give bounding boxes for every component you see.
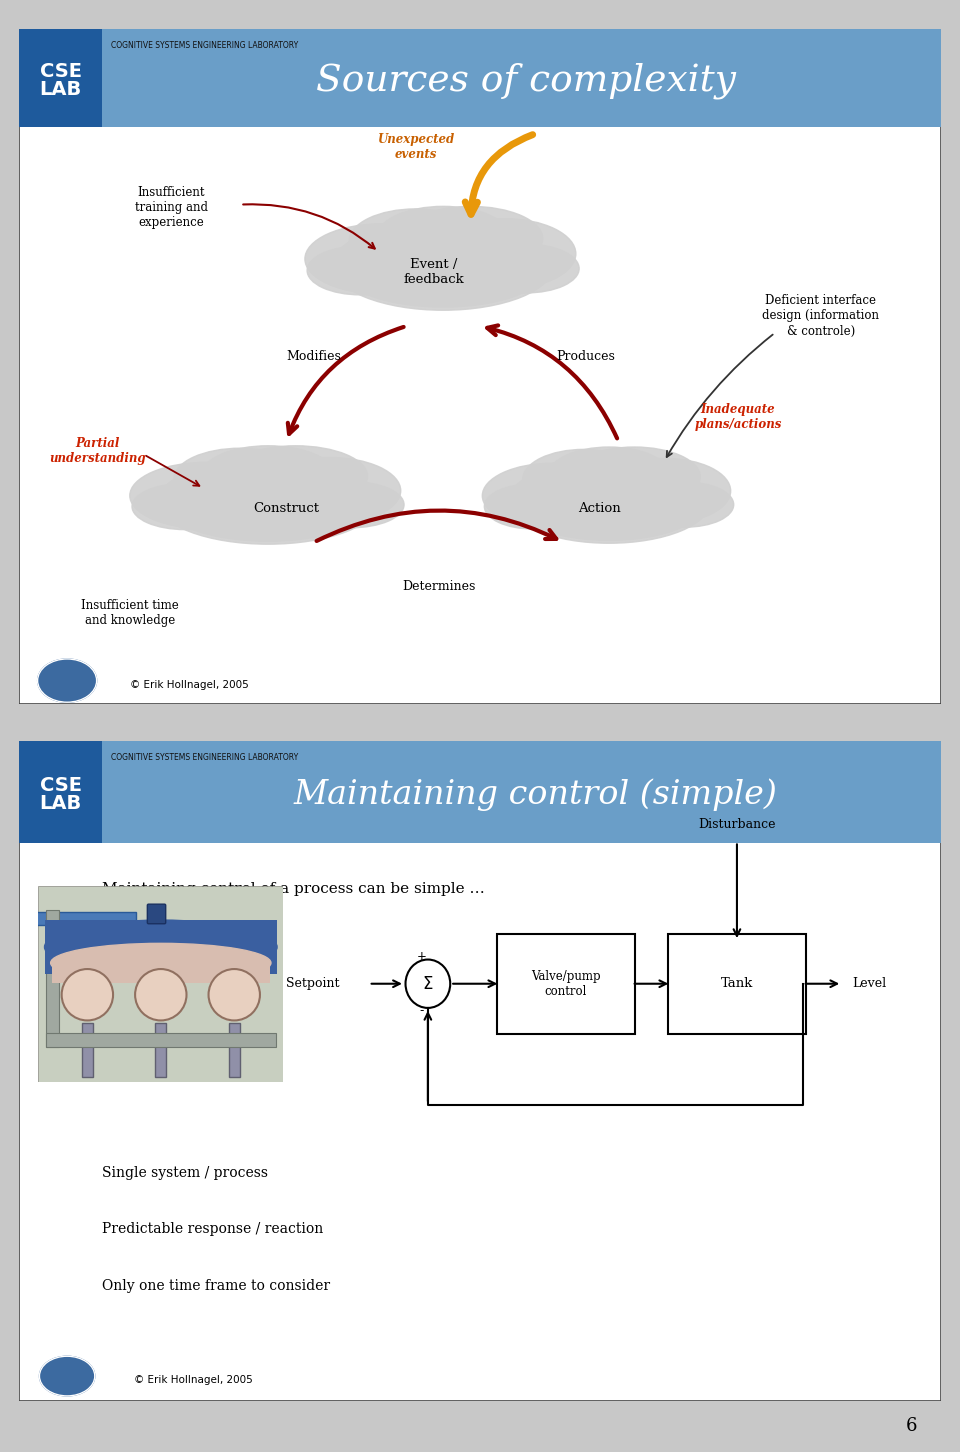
Text: Setpoint: Setpoint xyxy=(286,977,340,990)
FancyBboxPatch shape xyxy=(19,29,102,126)
Text: CSE
LAB: CSE LAB xyxy=(39,62,82,99)
Ellipse shape xyxy=(523,449,644,508)
Text: Tank: Tank xyxy=(721,977,754,990)
FancyBboxPatch shape xyxy=(19,741,102,844)
Text: Action: Action xyxy=(579,502,621,515)
Ellipse shape xyxy=(307,245,413,295)
Ellipse shape xyxy=(399,206,542,270)
Ellipse shape xyxy=(157,459,378,544)
Text: 6: 6 xyxy=(905,1417,917,1435)
Text: Predictable response / reaction: Predictable response / reaction xyxy=(102,1223,324,1237)
Text: Construct: Construct xyxy=(253,502,320,515)
FancyBboxPatch shape xyxy=(156,1022,166,1077)
Text: Disturbance: Disturbance xyxy=(698,817,776,831)
Text: Insufficient
training and
experience: Insufficient training and experience xyxy=(134,186,207,229)
FancyBboxPatch shape xyxy=(668,934,806,1034)
Ellipse shape xyxy=(599,459,731,524)
Circle shape xyxy=(405,960,450,1008)
Ellipse shape xyxy=(257,457,400,524)
Ellipse shape xyxy=(169,475,368,542)
Ellipse shape xyxy=(132,484,238,530)
Ellipse shape xyxy=(485,484,582,529)
Ellipse shape xyxy=(517,475,700,540)
Ellipse shape xyxy=(508,460,710,543)
Text: © Erik Hollnagel, 2005: © Erik Hollnagel, 2005 xyxy=(134,1375,253,1385)
FancyBboxPatch shape xyxy=(497,934,635,1034)
Text: -: - xyxy=(420,1005,423,1018)
Text: +: + xyxy=(417,950,426,963)
Text: Σ: Σ xyxy=(422,974,433,993)
FancyBboxPatch shape xyxy=(19,29,941,126)
Text: Level: Level xyxy=(852,977,886,990)
Ellipse shape xyxy=(376,206,510,269)
FancyBboxPatch shape xyxy=(19,741,941,844)
Text: Event /
feedback: Event / feedback xyxy=(403,258,465,286)
FancyBboxPatch shape xyxy=(52,961,270,983)
Ellipse shape xyxy=(130,462,284,529)
Ellipse shape xyxy=(636,482,733,527)
FancyBboxPatch shape xyxy=(45,921,276,974)
FancyBboxPatch shape xyxy=(102,29,941,126)
Text: Inadequate
plans/actions: Inadequate plans/actions xyxy=(694,404,781,431)
Text: Only one time frame to consider: Only one time frame to consider xyxy=(102,1279,330,1292)
Ellipse shape xyxy=(568,447,700,507)
Circle shape xyxy=(37,659,97,703)
Ellipse shape xyxy=(305,224,460,295)
Ellipse shape xyxy=(482,463,624,529)
FancyBboxPatch shape xyxy=(228,1022,240,1077)
FancyBboxPatch shape xyxy=(46,1032,276,1047)
Circle shape xyxy=(61,968,113,1021)
Text: Insufficient time
and knowledge: Insufficient time and knowledge xyxy=(81,600,179,627)
Text: Deficient interface
design (information
& controle): Deficient interface design (information … xyxy=(762,295,879,337)
FancyBboxPatch shape xyxy=(82,1022,93,1077)
FancyBboxPatch shape xyxy=(26,912,136,925)
Ellipse shape xyxy=(344,237,542,306)
Ellipse shape xyxy=(174,449,307,510)
Text: Maintaining control of a process can be simple …: Maintaining control of a process can be … xyxy=(102,883,485,896)
Ellipse shape xyxy=(548,447,670,504)
Circle shape xyxy=(39,1356,95,1395)
FancyBboxPatch shape xyxy=(46,910,60,1047)
Text: Sources of complexity: Sources of complexity xyxy=(316,62,736,99)
Text: Single system / process: Single system / process xyxy=(102,1166,268,1180)
Text: Unexpected
events: Unexpected events xyxy=(377,134,454,161)
Text: Determines: Determines xyxy=(402,579,475,592)
FancyBboxPatch shape xyxy=(19,29,941,704)
Ellipse shape xyxy=(332,221,554,311)
Ellipse shape xyxy=(202,446,334,504)
Ellipse shape xyxy=(224,446,368,507)
FancyBboxPatch shape xyxy=(147,905,166,923)
Text: Produces: Produces xyxy=(557,350,615,363)
FancyBboxPatch shape xyxy=(38,886,283,1082)
Text: COGNITIVE SYSTEMS ENGINEERING LABORATORY: COGNITIVE SYSTEMS ENGINEERING LABORATORY xyxy=(111,752,299,761)
Circle shape xyxy=(135,968,186,1021)
Text: COGNITIVE SYSTEMS ENGINEERING LABORATORY: COGNITIVE SYSTEMS ENGINEERING LABORATORY xyxy=(111,42,299,51)
Text: Valve/pump
control: Valve/pump control xyxy=(531,970,601,998)
Text: CSE
LAB: CSE LAB xyxy=(39,777,82,813)
Ellipse shape xyxy=(473,244,579,293)
Ellipse shape xyxy=(51,944,271,983)
Text: Partial
understanding: Partial understanding xyxy=(49,437,146,465)
Text: Modifies: Modifies xyxy=(287,350,342,363)
Text: © Erik Hollnagel, 2005: © Erik Hollnagel, 2005 xyxy=(130,681,249,690)
FancyBboxPatch shape xyxy=(19,741,941,1401)
Text: Maintaining control (simple): Maintaining control (simple) xyxy=(294,778,778,812)
Ellipse shape xyxy=(349,209,482,273)
Circle shape xyxy=(208,968,260,1021)
Ellipse shape xyxy=(432,219,576,289)
Ellipse shape xyxy=(44,921,277,974)
Ellipse shape xyxy=(298,482,404,527)
